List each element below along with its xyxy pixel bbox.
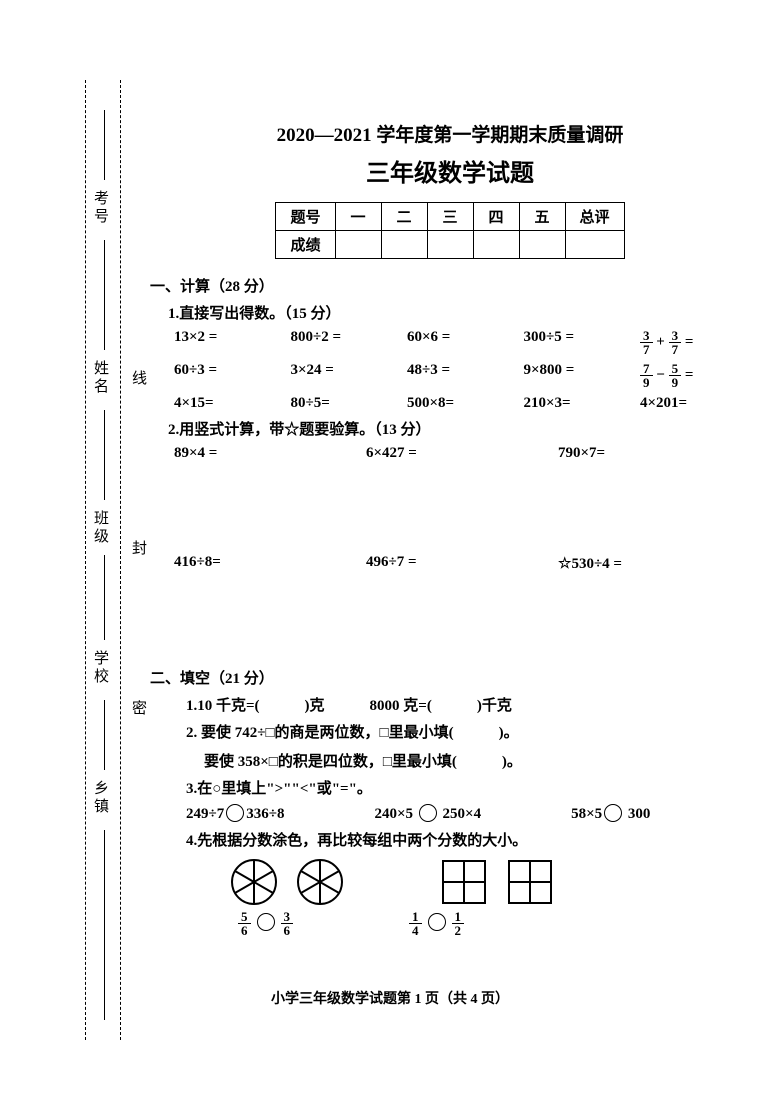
calc-cell: 416÷8=: [174, 554, 366, 573]
pie-sixths-icon: [230, 858, 278, 906]
exam-page: 考号 姓名 班级 学校 乡镇 线 封 密 2020—2021 学年度第一学期期末…: [0, 0, 780, 1104]
header-line2: 三年级数学试题: [150, 153, 750, 188]
calc-cell: 6×427 =: [366, 445, 558, 462]
circle-blank-icon: [428, 913, 446, 931]
score-table-value-row: 成绩: [276, 231, 624, 259]
circle-blank-icon: [257, 913, 275, 931]
score-td: [565, 231, 624, 259]
calc-cell: 13×2 =: [174, 329, 291, 356]
score-td-label: 成绩: [276, 231, 335, 259]
fraction-compare: 14 12: [409, 910, 464, 937]
calc-cell-frac: 37 + 37 =: [640, 329, 750, 356]
binding-label-xiangzhen: 乡镇: [90, 780, 111, 816]
calc-cell: ☆530÷4 =: [558, 554, 750, 573]
calc-cell: 3×24 =: [291, 362, 408, 389]
calc-cell: 4×15=: [174, 395, 291, 412]
score-th: 题号: [276, 203, 335, 231]
page-footer: 小学三年级数学试题第 1 页（共 4 页）: [0, 988, 780, 1008]
calc-cell: 496÷7 =: [366, 554, 558, 573]
fraction-shapes: [230, 858, 750, 906]
binding-dashed-line-right: [120, 80, 121, 1040]
binding-line: [104, 410, 105, 500]
section2-q3-title: 3.在○里填上">""<"或"="。: [186, 777, 750, 798]
calc-cell: 60×6 =: [407, 329, 524, 356]
section1-title: 一、计算（28 分）: [150, 275, 750, 296]
compare-item: 249÷7336÷8: [186, 804, 284, 823]
score-th: 四: [473, 203, 519, 231]
calc-row: 13×2 = 800÷2 = 60×6 = 300÷5 = 37 + 37 =: [174, 329, 750, 356]
binding-label-xingming: 姓名: [90, 360, 111, 396]
section2-q2b: 要使 358×□的积是四位数，□里最小填( )。: [204, 750, 750, 771]
compare-item: 58×5 300: [571, 804, 650, 823]
binding-line: [104, 240, 105, 350]
calc-cell: 790×7=: [558, 445, 750, 462]
section2-q2a: 2. 要使 742÷□的商是两位数，□里最小填( )。: [186, 721, 750, 742]
score-th: 五: [519, 203, 565, 231]
calc-cell: 4×201=: [640, 395, 750, 412]
grid-quarters-icon: [506, 858, 554, 906]
section1-q1-title: 1.直接写出得数。（15 分）: [168, 302, 750, 323]
circle-blank-icon: [419, 804, 437, 822]
calc-row: 416÷8= 496÷7 = ☆530÷4 =: [174, 554, 750, 573]
grid-quarters-icon: [440, 858, 488, 906]
binding-label-banji: 班级: [90, 510, 111, 546]
calc-row: 4×15= 80÷5= 500×8= 210×3= 4×201=: [174, 395, 750, 412]
exam-header: 2020—2021 学年度第一学期期末质量调研 三年级数学试题 题号 一 二 三…: [150, 120, 750, 259]
binding-seal-xian: 线: [128, 370, 149, 391]
score-td: [427, 231, 473, 259]
fraction-compare-row: 56 36 14 12: [238, 910, 750, 937]
score-td: [519, 231, 565, 259]
header-line1: 2020—2021 学年度第一学期期末质量调研: [150, 120, 750, 147]
compare-item: 240×5 250×4: [374, 804, 481, 823]
calc-cell: 500×8=: [407, 395, 524, 412]
calc-cell: 210×3=: [524, 395, 641, 412]
score-table: 题号 一 二 三 四 五 总评 成绩: [275, 202, 624, 259]
pie-sixths-icon: [296, 858, 344, 906]
calc-cell: 60÷3 =: [174, 362, 291, 389]
section2-q1: 1.10 千克=( )克 8000 克=( )千克: [186, 694, 750, 715]
binding-label-xuexiao: 学校: [90, 650, 111, 686]
score-th: 总评: [565, 203, 624, 231]
binding-seal-mi: 密: [128, 700, 149, 721]
score-td: [381, 231, 427, 259]
calc-cell: 48÷3 =: [407, 362, 524, 389]
binding-label-kaohao: 考号: [90, 190, 111, 226]
section2-q4-title: 4.先根据分数涂色，再比较每组中两个分数的大小。: [186, 829, 750, 850]
calc-cell: 80÷5=: [291, 395, 408, 412]
calc-row: 89×4 = 6×427 = 790×7=: [174, 445, 750, 462]
calc-cell: 9×800 =: [524, 362, 641, 389]
section1-q2-title: 2.用竖式计算，带☆题要验算。（13 分）: [168, 418, 750, 439]
calc-cell: 300÷5 =: [524, 329, 641, 356]
circle-blank-icon: [226, 804, 244, 822]
score-th: 二: [381, 203, 427, 231]
calc-cell-frac: 79 − 59 =: [640, 362, 750, 389]
circle-blank-icon: [604, 804, 622, 822]
section2-title: 二、填空（21 分）: [150, 667, 750, 688]
binding-seal-feng: 封: [128, 540, 149, 561]
section2-q3-items: 249÷7336÷8 240×5 250×4 58×5 300: [186, 804, 750, 823]
binding-line: [104, 555, 105, 640]
calc-cell: 800÷2 =: [291, 329, 408, 356]
binding-line: [104, 110, 105, 180]
calc-cell: 89×4 =: [174, 445, 366, 462]
calc-row: 60÷3 = 3×24 = 48÷3 = 9×800 = 79 − 59 =: [174, 362, 750, 389]
score-th: 三: [427, 203, 473, 231]
score-th: 一: [335, 203, 381, 231]
fraction-compare: 56 36: [238, 910, 293, 937]
score-td: [473, 231, 519, 259]
score-table-header-row: 题号 一 二 三 四 五 总评: [276, 203, 624, 231]
score-td: [335, 231, 381, 259]
binding-line: [104, 700, 105, 770]
